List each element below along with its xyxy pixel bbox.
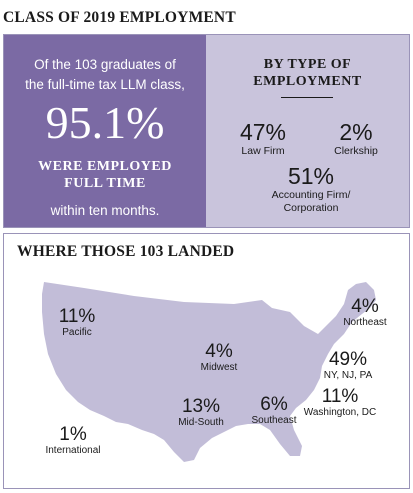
stat-percent: 51% xyxy=(287,163,335,189)
stat-label: Clerkship xyxy=(334,145,378,157)
overall-employment-panel: Of the 103 graduates of the full-time ta… xyxy=(4,35,206,227)
region-label: Pacific xyxy=(62,327,92,338)
heading-divider xyxy=(281,97,333,98)
stat-label-line-2: Corporation xyxy=(283,202,339,214)
employed-label-line-1: WERE EMPLOYED xyxy=(38,159,172,174)
stat-label: Law Firm xyxy=(241,145,285,157)
region-percent: 1% xyxy=(59,424,87,445)
employment-summary-box: Of the 103 graduates of the full-time ta… xyxy=(3,34,410,228)
region-percent: 4% xyxy=(351,296,379,317)
region-label: NY, NJ, PA xyxy=(323,370,373,381)
stat-clerkship: 2% Clerkship xyxy=(316,119,396,158)
us-map xyxy=(42,282,376,462)
destinations-box: 11% Pacific 4% Northeast 4% Midwest 49% … xyxy=(3,233,410,489)
summary-line-2: the full-time tax LLM class, xyxy=(25,77,185,92)
page-title: CLASS OF 2019 EMPLOYMENT xyxy=(3,9,236,26)
summary-line-1: Of the 103 graduates of xyxy=(34,57,176,72)
region-northeast: 4% Northeast xyxy=(330,296,400,329)
region-percent: 49% xyxy=(328,349,368,370)
region-southeast: 6% Southeast xyxy=(239,394,309,427)
region-percent: 11% xyxy=(321,386,359,407)
region-international: 1% International xyxy=(36,424,110,457)
region-label: Southeast xyxy=(251,415,297,426)
region-label: International xyxy=(45,445,101,456)
region-washington-dc: 11% Washington, DC xyxy=(293,386,387,419)
stat-percent: 47% xyxy=(239,119,287,145)
stat-law-firm: 47% Law Firm xyxy=(228,119,298,158)
region-percent: 6% xyxy=(260,394,288,415)
stat-percent: 2% xyxy=(339,119,373,145)
by-type-heading-line-1: BY TYPE OF xyxy=(263,57,352,72)
destinations-heading: WHERE THOSE 103 LANDED xyxy=(17,243,235,260)
region-ny-nj-pa: 49% NY, NJ, PA xyxy=(308,349,388,382)
region-pacific: 11% Pacific xyxy=(42,306,112,339)
region-label: Mid-South xyxy=(178,417,224,428)
us-map-shape xyxy=(42,282,376,462)
by-type-panel: BY TYPE OF EMPLOYMENT 47% Law Firm 2% Cl… xyxy=(206,35,409,227)
region-mid-south: 13% Mid-South xyxy=(166,396,236,429)
region-label: Northeast xyxy=(343,317,387,328)
by-type-heading-line-2: EMPLOYMENT xyxy=(253,74,362,89)
employment-rate: 95.1% xyxy=(45,97,165,148)
region-midwest: 4% Midwest xyxy=(184,341,254,374)
region-label: Midwest xyxy=(200,362,238,373)
within-period-text: within ten months. xyxy=(50,203,160,218)
region-label: Washington, DC xyxy=(303,407,377,418)
region-percent: 13% xyxy=(181,396,221,417)
region-percent: 4% xyxy=(205,341,233,362)
stat-label-line-1: Accounting Firm/ xyxy=(271,189,351,201)
region-percent: 11% xyxy=(58,306,96,327)
employed-label-line-2: FULL TIME xyxy=(64,176,146,191)
stat-accounting-corporation: 51% Accounting Firm/ Corporation xyxy=(256,163,366,215)
